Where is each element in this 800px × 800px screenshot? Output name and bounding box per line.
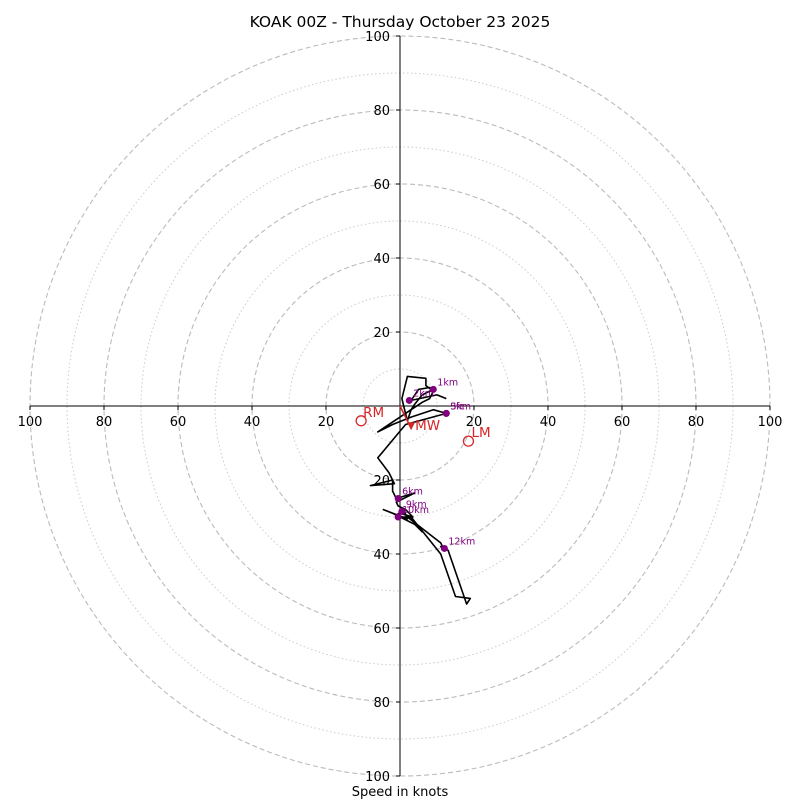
x-tick-label: 20 [318,415,335,430]
height-marker-label: Sfc [450,401,465,412]
height-marker-dot-4 [394,495,402,502]
storm-motion-markers: RM LM MW [355,405,491,447]
y-tick-label: 60 [373,178,390,193]
x-axis-label: Speed in knots [352,785,449,800]
height-marker-label: 10km [402,505,429,516]
height-marker-label: 9km [406,499,427,510]
x-tick-label: 60 [614,415,631,430]
x-tick-label: 40 [540,415,557,430]
x-tick-label: 80 [688,415,705,430]
height-marker-dot-2 [405,396,413,404]
x-tick-label: 60 [170,415,187,430]
motion-marker-circle-1 [462,435,475,447]
y-tick-label: 80 [373,104,390,119]
y-tick-label: 40 [373,252,390,267]
height-marker-dot-6 [394,513,402,521]
x-tick-label: 100 [758,415,783,430]
chart-title: KOAK 00Z - Thursday October 23 2025 [250,13,551,31]
y-tick-label: 100 [365,30,390,45]
tick-labels: 100 80 60 40 20 20 40 60 80 100100806040202040608… [18,30,783,785]
height-marker-dot-1 [429,385,437,393]
height-marker-label: 1km [437,377,458,388]
x-tick-label: 80 [96,415,113,430]
y-tick-label: 40 [373,548,390,563]
height-marker-label: 12km [448,536,475,547]
wind-trace-line [369,375,472,605]
motion-marker-label: RM [363,405,384,421]
mean-wind-arrow-head [407,422,416,431]
y-tick-label: 20 [373,326,390,341]
wind-trace [369,375,472,605]
motion-marker-label: LM [471,425,490,441]
y-tick-label: 100 [365,770,390,785]
x-tick-label: 100 [18,415,43,430]
motion-marker-circle-0 [355,415,367,427]
height-marker-dot-5 [398,507,406,515]
y-tick-label: 60 [373,622,390,637]
height-marker-label: 3km [450,401,471,412]
x-tick-label: 40 [244,415,261,430]
x-tick-label: 20 [466,415,483,430]
height-marker-dot-3 [442,409,450,417]
height-marker-dot-7 [440,544,448,552]
motion-marker-label: MW [415,418,440,434]
y-tick-label: 80 [373,696,390,711]
height-marker-label: 6km [402,487,423,498]
height-marker-label: 2km [413,388,434,399]
